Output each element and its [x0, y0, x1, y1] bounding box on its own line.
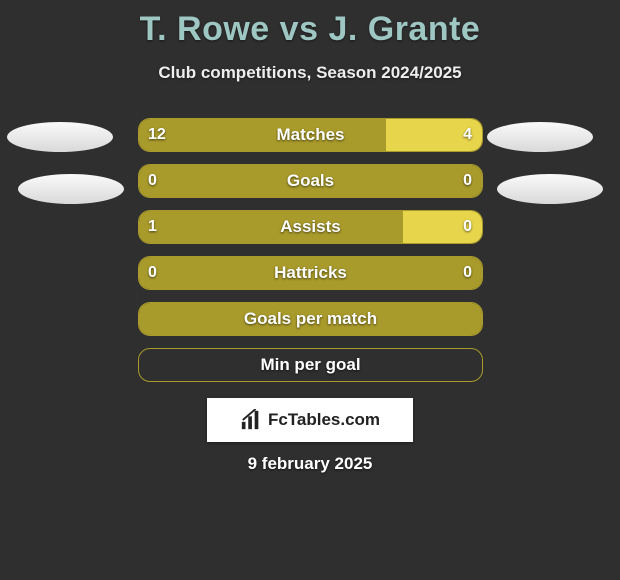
stat-row: Assists10: [0, 204, 620, 250]
fctables-logo-icon: [240, 409, 262, 431]
bar-left-segment: [139, 119, 386, 151]
source-badge-text: FcTables.com: [268, 410, 380, 430]
comparison-chart: Matches124Goals00Assists10Hattricks00Goa…: [0, 112, 620, 388]
player-right-name: J. Grante: [328, 10, 480, 48]
subtitle: Club competitions, Season 2024/2025: [0, 63, 620, 83]
bar-track: [138, 210, 483, 244]
date-text: 9 february 2025: [0, 454, 620, 474]
player-left-name: T. Rowe: [140, 10, 270, 48]
bar-right-segment: [403, 211, 482, 243]
bar-track: [138, 348, 483, 382]
bar-track: [138, 118, 483, 152]
page-title: T. Rowe vs J. Grante: [0, 0, 620, 49]
bar-right-segment: [386, 119, 482, 151]
stat-row: Goals00: [0, 158, 620, 204]
stat-row: Hattricks00: [0, 250, 620, 296]
bar-left-segment: [139, 303, 482, 335]
bar-track: [138, 256, 483, 290]
bar-track: [138, 302, 483, 336]
bar-left-segment: [139, 257, 482, 289]
source-badge: FcTables.com: [207, 398, 413, 442]
stat-row: Min per goal: [0, 342, 620, 388]
stat-row: Matches124: [0, 112, 620, 158]
stat-row: Goals per match: [0, 296, 620, 342]
bar-track: [138, 164, 483, 198]
bar-left-segment: [139, 211, 403, 243]
vs-text: vs: [280, 10, 319, 48]
bar-left-segment: [139, 165, 482, 197]
